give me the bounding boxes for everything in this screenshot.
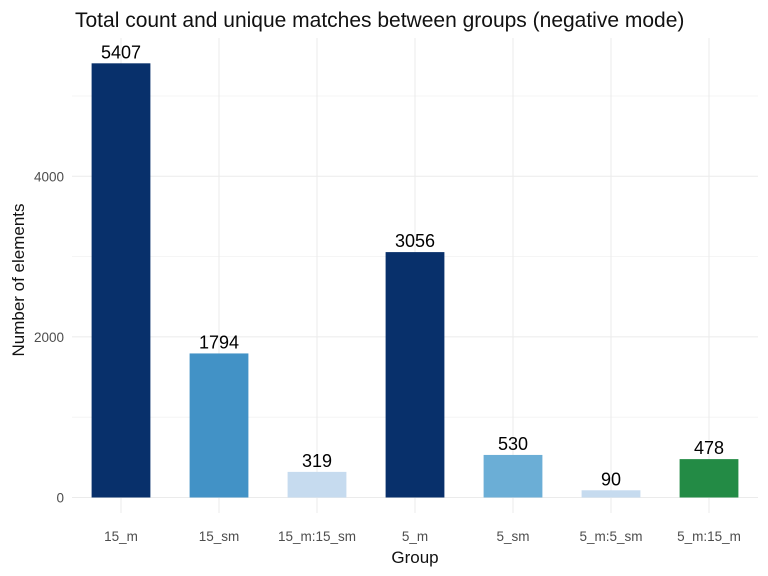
y-axis-title: Number of elements xyxy=(9,203,28,356)
bar-5_sm xyxy=(483,454,543,498)
y-tick-label: 0 xyxy=(56,491,64,506)
bars xyxy=(91,63,739,498)
bar-5_m xyxy=(385,252,445,498)
data-label-5_sm: 530 xyxy=(498,434,528,454)
bar-15_sm xyxy=(189,353,249,498)
y-tick-label: 4000 xyxy=(34,169,64,184)
y-axis-ticks: 0 2000 4000 xyxy=(34,169,64,505)
chart-title: Total count and unique matches between g… xyxy=(75,9,684,32)
x-tick-label: 15_sm xyxy=(199,529,240,544)
data-label-15_m: 5407 xyxy=(101,42,141,62)
x-tick-label: 5_m xyxy=(402,529,428,544)
x-tick-label: 15_m xyxy=(104,529,138,544)
bar-5_m:15_m xyxy=(679,459,739,498)
x-tick-label: 15_m:15_sm xyxy=(278,529,356,544)
bar-5_m:5_sm xyxy=(581,490,641,498)
bar-15_m:15_sm xyxy=(287,471,347,498)
x-tick-label: 5_m:5_sm xyxy=(579,529,642,544)
data-label-5_m:15_m: 478 xyxy=(694,438,724,458)
data-label-5_m:5_sm: 90 xyxy=(601,469,621,489)
data-label-15_sm: 1794 xyxy=(199,332,239,352)
bar-15_m xyxy=(91,63,151,498)
x-axis-title: Group xyxy=(391,548,438,567)
data-label-5_m: 3056 xyxy=(395,231,435,251)
data-labels: 5407 1794 319 3056 530 90 478 xyxy=(101,42,724,489)
y-tick-label: 2000 xyxy=(34,330,64,345)
x-axis-ticks: 15_m 15_sm 15_m:15_sm 5_m 5_sm 5_m:5_sm 5_m:15… xyxy=(104,529,741,544)
data-label-15_m:15_sm: 319 xyxy=(302,451,332,471)
x-tick-label: 5_sm xyxy=(496,529,529,544)
x-tick-label: 5_m:15_m xyxy=(677,529,741,544)
